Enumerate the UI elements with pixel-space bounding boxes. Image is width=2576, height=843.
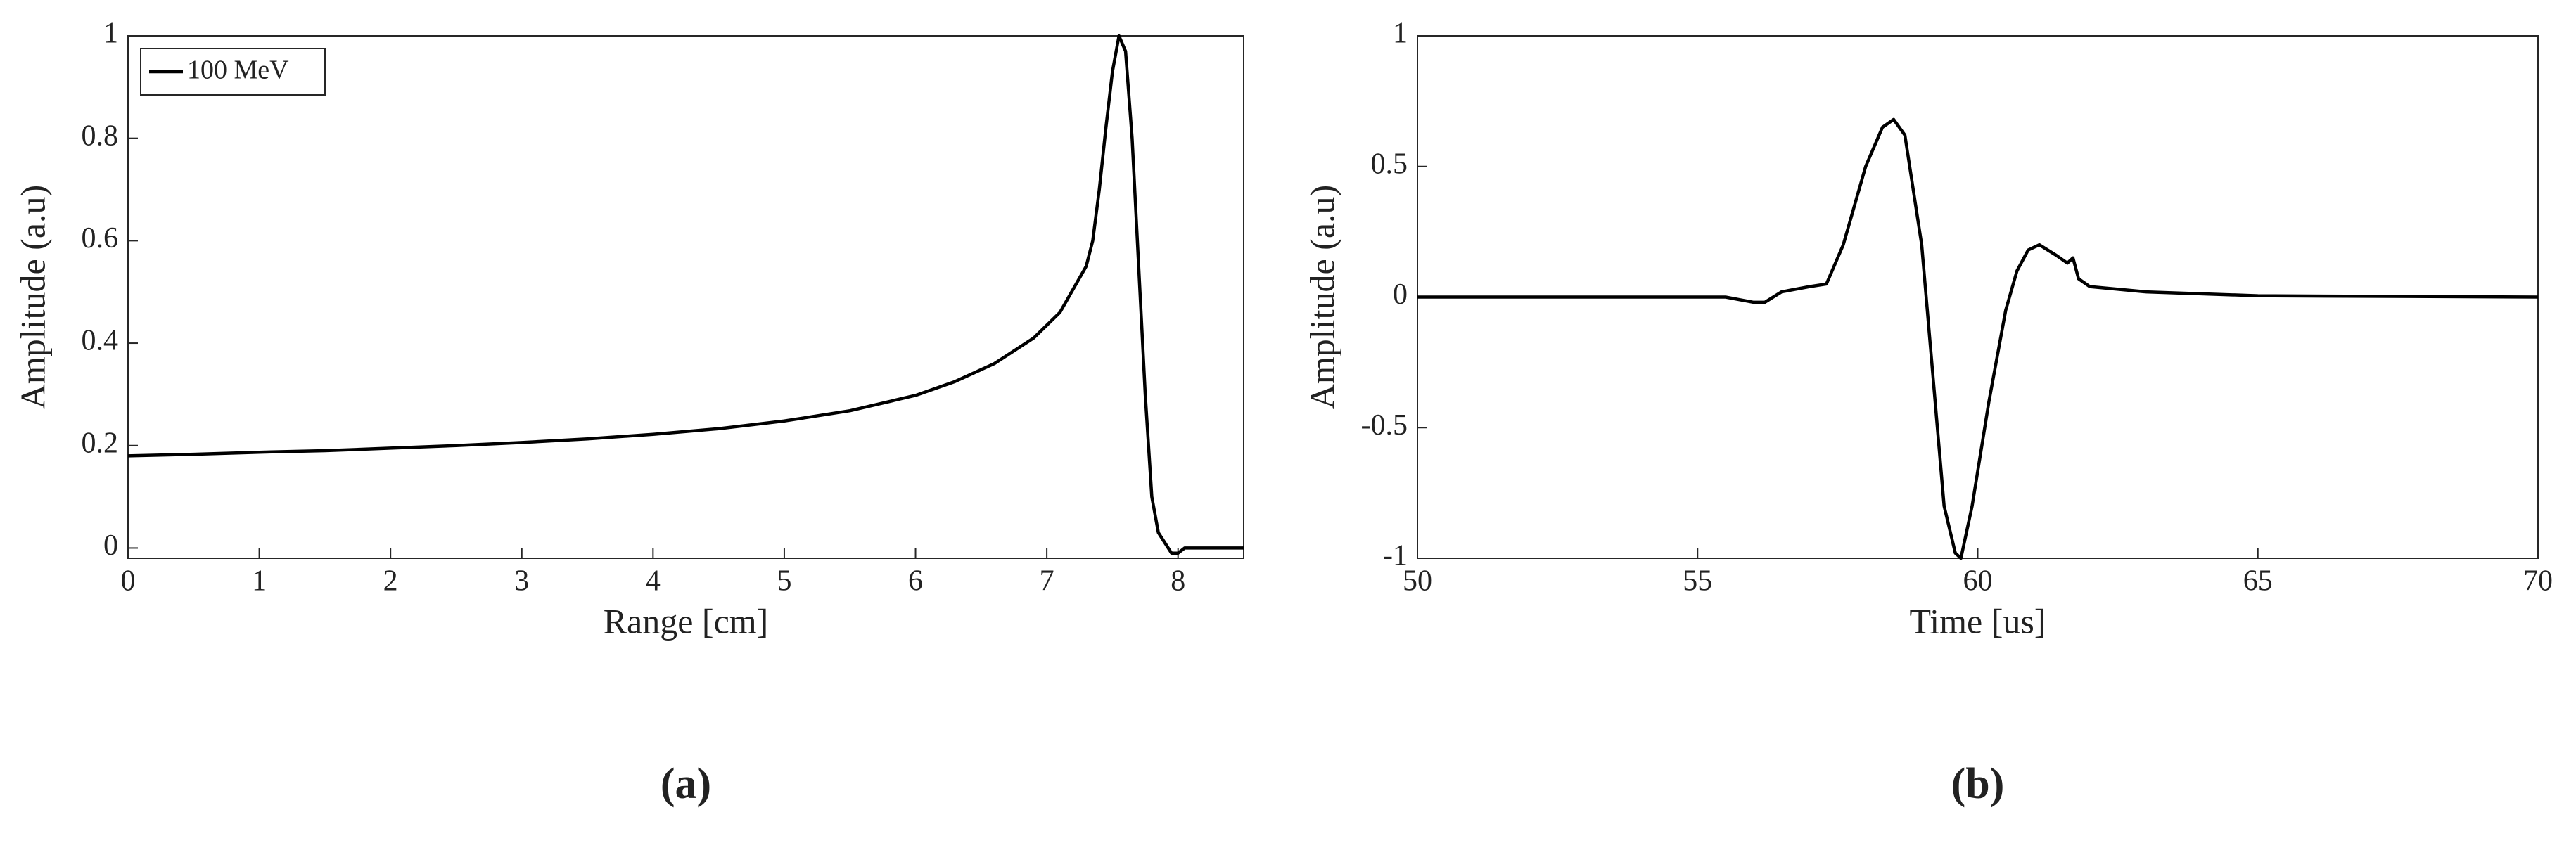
x-axis-label: Range [cm]: [604, 601, 769, 641]
legend-label: 100 MeV: [187, 56, 289, 85]
y-tick-label: 0: [1393, 278, 1408, 311]
x-tick-label: 1: [252, 565, 267, 598]
data-line: [1417, 117, 2539, 560]
y-tick-label: -1: [1383, 540, 1408, 572]
y-axis-label: Amplitude (a.u): [13, 185, 52, 409]
x-tick-label: 6: [908, 565, 923, 598]
y-axis-label: Amplitude (a.u): [1302, 185, 1341, 409]
y-tick-label: 0.2: [82, 427, 119, 459]
x-tick-label: 5: [777, 565, 791, 598]
y-tick-label: -0.5: [1361, 409, 1408, 442]
panel-caption: (b): [1951, 760, 2005, 808]
y-tick-label: 0: [103, 529, 118, 562]
x-tick-label: 2: [383, 565, 398, 598]
y-tick-label: 0.4: [82, 325, 119, 357]
x-axis-label: Time [us]: [1909, 601, 2046, 641]
x-tick-label: 3: [514, 565, 529, 598]
y-tick-label: 1: [1393, 18, 1408, 50]
y-tick-label: 1: [103, 18, 118, 50]
panel-caption: (a): [661, 760, 711, 808]
x-tick-label: 7: [1040, 565, 1054, 598]
plot-area: [127, 35, 1244, 559]
x-tick-label: 55: [1683, 565, 1712, 598]
data-line: [127, 34, 1244, 555]
y-tick-label: 0.8: [82, 120, 119, 152]
y-tick-label: 0.5: [1371, 148, 1408, 180]
x-tick-label: 70: [2523, 565, 2553, 598]
x-tick-label: 65: [2243, 565, 2273, 598]
y-tick-label: 0.6: [82, 222, 119, 255]
x-tick-label: 60: [1963, 565, 1993, 598]
x-tick-label: 4: [646, 565, 661, 598]
x-tick-label: 0: [121, 565, 136, 598]
x-tick-label: 8: [1171, 565, 1185, 598]
x-tick-label: 50: [1403, 565, 1432, 598]
